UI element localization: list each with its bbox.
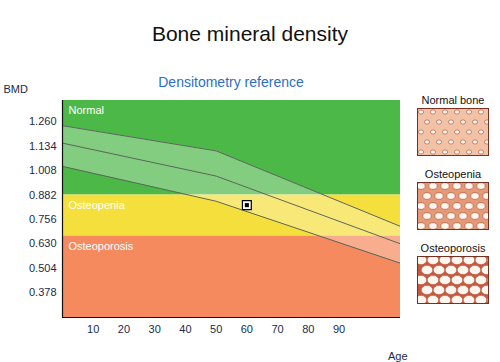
svg-text:Normal: Normal (69, 104, 104, 116)
svg-text:0.756: 0.756 (29, 213, 57, 225)
svg-text:30: 30 (149, 323, 161, 335)
svg-text:40: 40 (179, 323, 191, 335)
svg-text:0.378: 0.378 (29, 286, 57, 298)
svg-text:80: 80 (302, 323, 314, 335)
html-text:Densitometry reference: Densitometry reference (158, 74, 304, 90)
html-text:Normal bone: Normal bone (421, 94, 485, 106)
svg-text:0.630: 0.630 (29, 237, 57, 249)
svg-text:1.260: 1.260 (29, 115, 57, 127)
svg-text:60: 60 (241, 323, 253, 335)
html-text:Bone mineral density: Bone mineral density (151, 22, 348, 45)
html-text:Osteopenia: Osteopenia (424, 168, 482, 180)
svg-text:90: 90 (333, 323, 345, 335)
svg-text:BMD: BMD (4, 83, 29, 95)
svg-text:Age: Age (388, 350, 408, 362)
svg-text:1.008: 1.008 (29, 164, 57, 176)
svg-text:Osteopenia: Osteopenia (69, 199, 126, 211)
svg-text:1.134: 1.134 (29, 140, 57, 152)
svg-text:70: 70 (271, 323, 283, 335)
svg-text:Osteoporosis: Osteoporosis (69, 240, 134, 252)
svg-text:10: 10 (87, 323, 99, 335)
svg-text:20: 20 (118, 323, 130, 335)
svg-text:0.504: 0.504 (29, 262, 57, 274)
svg-text:0.882: 0.882 (29, 189, 57, 201)
svg-text:50: 50 (210, 323, 222, 335)
html-text:Osteoporosis: Osteoporosis (420, 242, 486, 254)
